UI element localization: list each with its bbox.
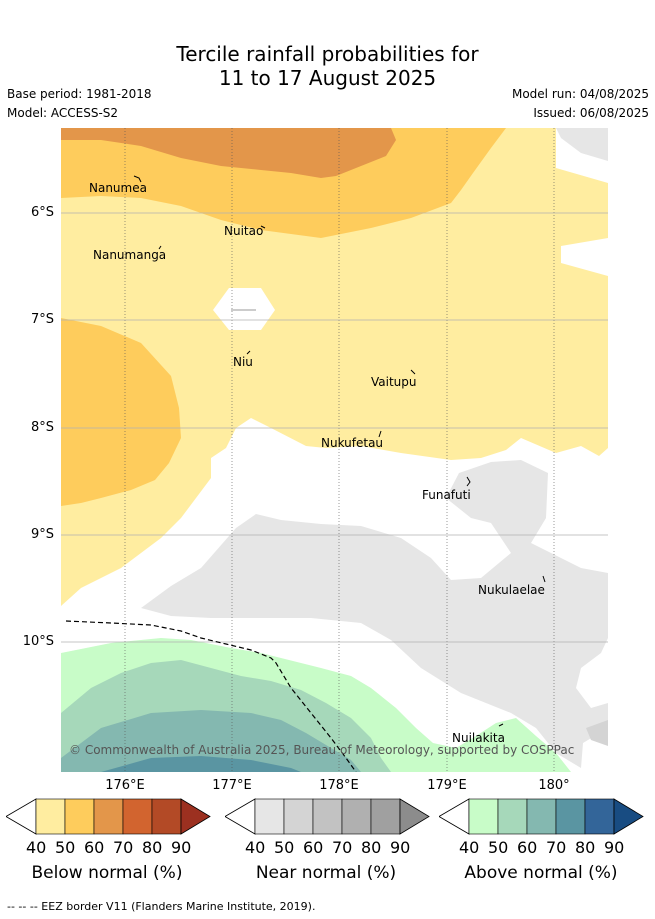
below-colorbar-segment xyxy=(64,798,95,835)
near-normal-colorbar xyxy=(225,798,430,835)
below-60-region xyxy=(61,128,396,178)
above-70-region xyxy=(101,756,301,772)
above-colorbar-tick-label: 70 xyxy=(546,838,567,857)
near-colorbar-tick-label: 70 xyxy=(332,838,353,857)
title-line-2: 11 to 17 August 2025 xyxy=(218,66,437,90)
near-colorbar-tick-label: 40 xyxy=(245,838,266,857)
above-colorbar-tick-label: 50 xyxy=(488,838,509,857)
latitude-label: 9°S xyxy=(30,527,54,542)
below-colorbar-segment xyxy=(93,798,124,835)
longitude-label: 180° xyxy=(538,778,570,793)
base-period: Base period: 1981-2018 xyxy=(7,87,152,101)
near-normal-title: Near normal (%) xyxy=(255,863,397,883)
below-colorbar-tick-label: 40 xyxy=(26,838,47,857)
latitude-label: 7°S xyxy=(30,312,54,327)
latitude-label: 8°S xyxy=(30,420,54,435)
latitude-label: 10°S xyxy=(22,634,54,649)
above-colorbar-tick-label: 60 xyxy=(517,838,538,857)
place-label: Nuitao xyxy=(224,224,264,238)
near-normal-ne xyxy=(556,128,608,161)
place-label: Nukulaelae xyxy=(478,583,545,597)
latitude-label: 6°S xyxy=(30,205,54,220)
above-colorbar-upper-extend xyxy=(613,798,644,835)
place-label: Funafuti xyxy=(422,488,471,502)
below-colorbar-segment xyxy=(151,798,182,835)
near-colorbar-tick-label: 80 xyxy=(361,838,382,857)
place-label: Niu xyxy=(233,355,253,369)
below-normal-colorbar xyxy=(6,798,211,835)
model-run: Model run: 04/08/2025 xyxy=(511,87,649,101)
near-colorbar-segment xyxy=(254,798,285,835)
above-colorbar-segment xyxy=(555,798,586,835)
below-colorbar-upper-extend xyxy=(180,798,211,835)
above-colorbar-segment xyxy=(497,798,528,835)
below-colorbar-segment xyxy=(35,798,66,835)
near-colorbar-segment xyxy=(283,798,314,835)
copyright-note: © Commonwealth of Australia 2025, Bureau… xyxy=(69,743,575,757)
above-colorbar-segment xyxy=(584,798,615,835)
probability-map xyxy=(61,128,608,772)
above-colorbar-segment xyxy=(526,798,557,835)
place-label: Nuilakita xyxy=(452,731,505,745)
longitude-label: 176°E xyxy=(105,778,145,793)
eez-border-line xyxy=(65,620,357,772)
below-colorbar-tick-label: 80 xyxy=(142,838,163,857)
issued-date: Issued: 06/08/2025 xyxy=(533,106,649,120)
island-outlines xyxy=(133,175,546,727)
longitude-label: 177°E xyxy=(212,778,252,793)
below-40-region xyxy=(61,128,608,606)
below-normal-title: Below normal (%) xyxy=(31,863,183,883)
below-colorbar-lower-extend xyxy=(6,798,37,835)
place-label: Nanumea xyxy=(89,181,147,195)
below-colorbar-segment xyxy=(122,798,153,835)
above-normal-title: Above normal (%) xyxy=(464,863,618,883)
latitude-gridlines xyxy=(61,212,608,643)
near-colorbar-segment xyxy=(312,798,343,835)
below-colorbar-tick-label: 90 xyxy=(171,838,192,857)
above-colorbar-segment xyxy=(468,798,499,835)
title-line-1: Tercile rainfall probabilities for xyxy=(176,42,479,66)
place-label: Vaitupu xyxy=(371,375,417,389)
near-colorbar-tick-label: 50 xyxy=(274,838,295,857)
near-colorbar-lower-extend xyxy=(225,798,256,835)
above-colorbar-tick-label: 90 xyxy=(604,838,625,857)
longitude-gridlines xyxy=(124,128,555,772)
near-colorbar-tick-label: 60 xyxy=(303,838,324,857)
model-name: Model: ACCESS-S2 xyxy=(7,106,119,120)
near-colorbar-segment xyxy=(370,798,401,835)
near-normal-region xyxy=(141,460,608,768)
place-label: Nukufetau xyxy=(321,436,384,450)
above-colorbar-tick-label: 40 xyxy=(459,838,480,857)
below-colorbar-tick-label: 50 xyxy=(55,838,76,857)
longitude-label: 178°E xyxy=(319,778,359,793)
above-60-region xyxy=(61,710,361,772)
above-normal-colorbar xyxy=(439,798,644,835)
above-colorbar-lower-extend xyxy=(439,798,470,835)
near-colorbar-tick-label: 90 xyxy=(390,838,411,857)
eez-legend-note: -- -- -- EEZ border V11 (Flanders Marine… xyxy=(7,900,316,913)
below-colorbar-tick-label: 60 xyxy=(84,838,105,857)
above-colorbar-tick-label: 80 xyxy=(575,838,596,857)
place-label: Nanumanga xyxy=(93,248,167,262)
near-normal-se xyxy=(586,720,608,746)
near-colorbar-upper-extend xyxy=(399,798,430,835)
below-50-region-west xyxy=(61,318,181,506)
near-colorbar-segment xyxy=(341,798,372,835)
below-colorbar-tick-label: 70 xyxy=(113,838,134,857)
below-50-region xyxy=(61,128,506,238)
longitude-label: 179°E xyxy=(427,778,467,793)
